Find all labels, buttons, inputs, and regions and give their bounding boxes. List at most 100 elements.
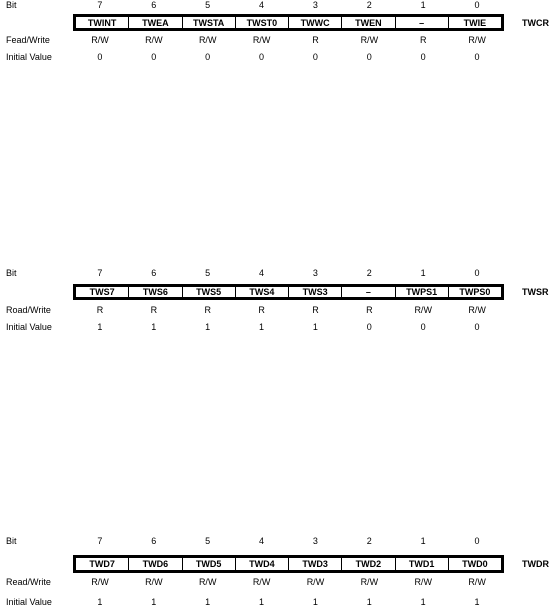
field-name: TWD3 [289,558,343,570]
bit-number: 6 [151,536,157,546]
field-name: TWD6 [129,558,183,570]
field-name: TWD5 [183,558,236,570]
bit-number: 1 [420,268,426,278]
bit-number: 1 [420,0,426,10]
init-value: 1 [420,597,426,607]
bit-number: 2 [366,268,372,278]
bit-number: 2 [366,536,372,546]
field-name: TWPS1 [396,287,449,297]
rw-value: R [312,35,319,45]
init-value: 0 [205,52,211,62]
rw-value: R/W [360,35,379,45]
field-name: – [342,287,396,297]
field-name: TWPS0 [459,287,491,297]
init-value: 1 [151,322,157,332]
bit-number: 6 [151,268,157,278]
field-name: TWEN [342,17,396,28]
rw-value: R/W [414,305,432,315]
bit-number: 7 [97,0,103,10]
field-name: TWD1 [396,558,449,570]
bit-number: 5 [205,268,211,278]
field-name: TWSTA [183,17,236,28]
bit-number: 3 [312,268,318,278]
init-value: 0 [259,52,265,62]
rw-value: R/W [414,577,432,587]
field-name: TWST0 [236,17,289,28]
bit-number: 3 [312,0,318,10]
rw-label: Road/Write [6,305,51,315]
init-value: 0 [97,52,103,62]
init-value: 0 [420,322,426,332]
rw-value: R [150,305,158,315]
rw-value: R/W [145,577,163,587]
bit-number: 0 [474,0,480,10]
rw-value: R/W [252,577,271,587]
rw-value: R/W [198,577,217,587]
bit-number: 2 [366,0,372,10]
rw-value: R/W [91,35,109,45]
rw-value: R [258,305,265,315]
field-name: TWS3 [289,287,343,297]
bit-number: 7 [97,536,103,546]
bit-number: 3 [312,536,318,546]
rw-value: R/W [468,305,486,315]
init-value: 0 [474,52,480,62]
bit-number: 1 [420,536,426,546]
bit-number: 7 [97,268,103,278]
rw-value: R/W [145,35,163,45]
field-name: TWD4 [236,558,289,570]
init-value: 0 [366,322,372,332]
rw-value: R/W [468,577,486,587]
field-name: TWD2 [342,558,396,570]
field-name: TWEA [129,17,183,28]
init-value: 1 [312,597,318,607]
init-value: 1 [97,597,103,607]
register-box: TWD7 TWD6 TWD5 TWD4 TWD3 TWD2 TWD1 TWD0 [73,555,504,573]
field-name: TWINT [76,17,130,28]
rw-value: R [312,305,319,315]
init-value: 0 [420,52,426,62]
init-value: 0 [474,322,480,332]
rw-value: R/W [91,577,109,587]
register-name: TWDR [522,559,549,569]
init-value: 1 [205,597,211,607]
field-name: TWS7 [76,287,130,297]
rw-value: R [204,305,211,315]
init-label: Initial Value [6,322,52,332]
field-name: TWD7 [76,558,130,570]
rw-value: R [419,35,427,45]
rw-label: Read/Write [6,577,51,587]
init-label: Initial Value [6,52,52,62]
bit-number: 5 [205,536,211,546]
register-box: TWINT TWEA TWSTA TWST0 TWWC TWEN – TWIE [73,14,504,31]
rw-value: R/W [360,577,379,587]
init-value: 1 [259,597,265,607]
field-name: TWS6 [129,287,183,297]
field-name: TWS5 [183,287,236,297]
rw-value: R [366,305,373,315]
bit-number: 0 [474,268,480,278]
register-name: TWCR [522,17,549,28]
bit-number: 5 [205,0,211,10]
field-name: TWS4 [236,287,289,297]
field-name: TWWC [289,17,343,28]
bit-number: 0 [474,536,480,546]
register-name: TWSR [522,287,549,297]
init-value: 1 [312,322,318,332]
bit-number: 6 [151,0,157,10]
init-value: 0 [151,52,157,62]
init-label: Initial Value [6,597,52,607]
field-name: TWD0 [462,559,488,569]
init-value: 1 [97,322,103,332]
field-name: – [396,17,449,28]
rw-label: Fead/Write [6,35,50,45]
init-value: 1 [151,597,157,607]
init-value: 0 [312,52,318,62]
bit-label: Bit [6,0,17,10]
rw-value: R [96,305,104,315]
init-value: 1 [474,597,480,607]
rw-value: R/W [252,35,271,45]
bit-number: 4 [259,0,265,10]
init-value: 1 [259,322,265,332]
